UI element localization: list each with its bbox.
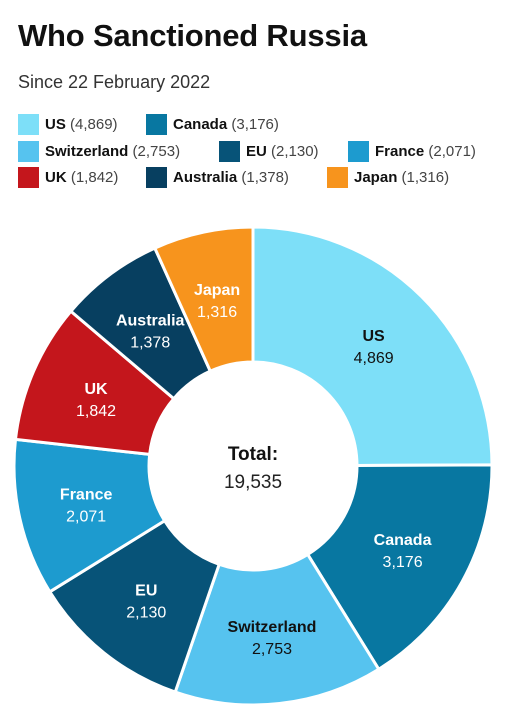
slice-label-uk: UK (84, 381, 108, 398)
legend-item-japan: Japan (1,316) (327, 166, 449, 188)
legend-count-canada: (3,176) (231, 115, 279, 133)
legend-item-canada: Canada (3,176) (146, 113, 279, 135)
slice-label-eu: EU (135, 583, 157, 600)
slice-value-us: 4,869 (354, 350, 394, 367)
legend-count-us: (4,869) (70, 115, 118, 133)
center-total-value: 19,535 (224, 472, 282, 493)
legend-swatch-japan (327, 166, 348, 188)
chart-title: Who Sanctioned Russia (18, 18, 367, 53)
slice-label-us: US (363, 328, 386, 345)
legend-name-australia: Australia (173, 168, 238, 186)
chart-subtitle: Since 22 February 2022 (18, 72, 211, 92)
slice-label-switzerland: Switzerland (228, 619, 317, 636)
legend-item-australia: Australia (1,378) (146, 166, 289, 188)
legend-count-uk: (1,842) (70, 168, 119, 186)
legend-count-australia: (1,378) (241, 168, 289, 186)
slice-label-australia: Australia (116, 312, 185, 329)
legend-item-eu: EU (2,130) (219, 140, 319, 162)
legend-name-uk: UK (45, 168, 67, 186)
legend-count-france: (2,071) (428, 142, 476, 160)
slice-label-canada: Canada (374, 532, 432, 549)
legend-name-japan: Japan (354, 168, 398, 186)
slice-value-france: 2,071 (66, 509, 106, 526)
slice-value-uk: 1,842 (76, 403, 116, 420)
slice-value-switzerland: 2,753 (252, 641, 292, 658)
legend-name-us: US (45, 115, 66, 133)
legend-swatch-eu (219, 140, 240, 162)
donut-hole (149, 362, 357, 570)
slice-value-australia: 1,378 (130, 334, 170, 351)
legend-item-france: France (2,071) (348, 140, 476, 162)
slice-label-france: France (60, 487, 113, 504)
slice-value-japan: 1,316 (197, 304, 237, 321)
legend-count-japan: (1,316) (401, 168, 450, 186)
donut-labels: US 4,869 Canada 3,176 Switzerland 2,753 EU 2,13… (60, 282, 432, 658)
slice-value-eu: 2,130 (126, 605, 166, 622)
legend-name-france: France (375, 142, 425, 160)
legend-name-canada: Canada (173, 115, 228, 133)
legend-swatch-uk (18, 166, 39, 188)
legend-count-switzerland: (2,753) (132, 142, 181, 160)
legend-swatch-us (18, 113, 39, 135)
legend-item-us: US (4,869) (18, 113, 118, 135)
slice-value-canada: 3,176 (383, 554, 423, 571)
legend-swatch-australia (146, 166, 167, 188)
slice-label-japan: Japan (194, 282, 240, 299)
legend-name-eu: EU (246, 142, 267, 160)
legend-swatch-canada (146, 113, 167, 135)
legend-name-switzerland: Switzerland (45, 142, 129, 160)
legend-item-uk: UK (1,842) (18, 166, 118, 188)
center-total-label: Total: (228, 444, 278, 465)
legend-swatch-france (348, 140, 369, 162)
legend-swatch-switzerland (18, 140, 39, 162)
legend-count-eu: (2,130) (271, 142, 319, 160)
legend-item-switzerland: Switzerland (2,753) (18, 140, 180, 162)
